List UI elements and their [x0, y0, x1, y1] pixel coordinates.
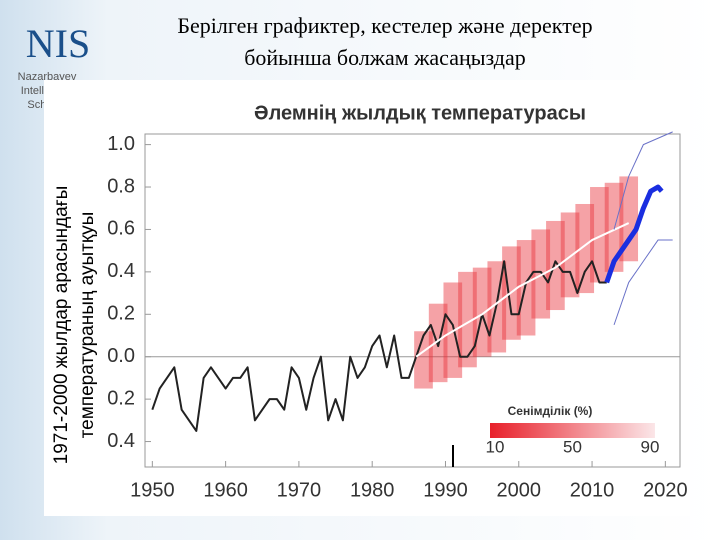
- logo-sub: Nazarbayev: [18, 71, 77, 83]
- y-tick-label: 0.4: [107, 430, 135, 452]
- confidence-band: [560, 212, 580, 298]
- y-tick-label: 0.8: [107, 175, 135, 197]
- confidence-band: [619, 176, 639, 262]
- series-line: [415, 222, 630, 358]
- chart-title: Әлемнің жылдық температурасы: [254, 102, 586, 124]
- x-tick-label: 2020: [643, 479, 688, 501]
- slide-title: Берілген графиктер, кестелер және дерект…: [177, 13, 592, 38]
- plot-frame: [144, 133, 681, 468]
- y-tick-label: 0.4: [107, 260, 135, 282]
- legend-tick: 50: [563, 437, 582, 456]
- logo: NIS: [26, 21, 90, 66]
- y-tick-label: 0.6: [107, 218, 135, 240]
- series-line: [613, 239, 673, 326]
- legend-tick: 90: [641, 437, 660, 456]
- slide-title: бойынша болжам жасаңыздар: [244, 45, 526, 70]
- legend-title: Сенімділік (%): [508, 404, 593, 418]
- confidence-band: [590, 187, 609, 283]
- confidence-band: [516, 240, 536, 336]
- y-label: температураның ауытқуы: [77, 212, 98, 439]
- x-tick-label: 2000: [497, 479, 542, 501]
- x-tick-label: 1990: [423, 479, 468, 501]
- confidence-band: [575, 203, 595, 294]
- y-tick-label: 0.2: [107, 387, 135, 409]
- x-tick-label: 1970: [277, 479, 322, 501]
- x-tick-label: 1960: [203, 479, 248, 501]
- confidence-band: [546, 220, 565, 311]
- legend-gradient: [490, 423, 655, 438]
- confidence-band: [414, 331, 433, 389]
- y-tick-label: 0.2: [107, 303, 135, 325]
- y-tick-label: 0.0: [107, 345, 135, 367]
- confidence-band: [531, 229, 551, 319]
- y-tick-label: 1.0: [107, 133, 135, 155]
- legend-tick: 10: [486, 437, 505, 456]
- series-line: [151, 260, 607, 432]
- series-line: [613, 131, 673, 230]
- confidence-band: [604, 182, 624, 272]
- x-tick-label: 2010: [570, 479, 615, 501]
- confidence-band: [458, 271, 477, 368]
- y-label: 1971-2000 жылдар арасындағы: [51, 186, 72, 465]
- x-tick-label: 1950: [130, 479, 175, 501]
- x-tick-label: 1980: [350, 479, 395, 501]
- series-line: [604, 184, 664, 284]
